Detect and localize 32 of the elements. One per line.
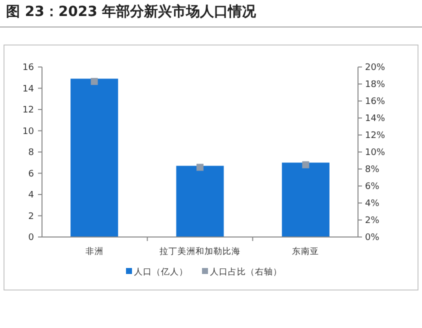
y2-tick-label: 16% bbox=[365, 97, 386, 108]
y2-tick-label: 2% bbox=[365, 216, 380, 226]
y-tick-label: 12 bbox=[22, 106, 34, 116]
y-tick-label: 14 bbox=[22, 84, 34, 94]
y-tick-label: 10 bbox=[22, 126, 34, 137]
point bbox=[90, 78, 98, 85]
point bbox=[302, 161, 310, 168]
y2-tick-label: 6% bbox=[365, 182, 380, 192]
y-tick-label: 0 bbox=[28, 233, 34, 244]
y-tick-label: 8 bbox=[28, 148, 34, 158]
point bbox=[196, 164, 204, 171]
y-tick-label: 16 bbox=[22, 63, 34, 74]
bar bbox=[70, 78, 118, 237]
y2-tick-label: 14% bbox=[365, 114, 386, 124]
y2-tick-label: 20% bbox=[365, 63, 386, 74]
chart-title: 图 23：2023 年部分新兴市场人口情况 bbox=[6, 3, 258, 20]
x-tick-label: 东南亚 bbox=[292, 246, 320, 257]
y2-tick-label: 8% bbox=[365, 165, 380, 176]
y2-tick-label: 12% bbox=[365, 131, 386, 142]
y2-tick-label: 10% bbox=[365, 148, 386, 158]
bar bbox=[176, 166, 224, 237]
legend-label: 人口（亿人） bbox=[134, 266, 188, 278]
y2-tick-label: 4% bbox=[365, 199, 380, 210]
legend-label: 人口占比（右轴） bbox=[210, 266, 282, 278]
y2-tick-label: 18% bbox=[365, 80, 386, 90]
x-tick-label: 拉丁美洲和加勒比海 bbox=[160, 246, 240, 257]
bar bbox=[282, 162, 330, 237]
y2-tick-label: 0% bbox=[365, 233, 380, 244]
y-tick-label: 2 bbox=[28, 212, 34, 222]
y-tick-label: 4 bbox=[28, 190, 34, 201]
x-tick-label: 非洲 bbox=[85, 246, 104, 257]
y-tick-label: 6 bbox=[28, 169, 34, 180]
